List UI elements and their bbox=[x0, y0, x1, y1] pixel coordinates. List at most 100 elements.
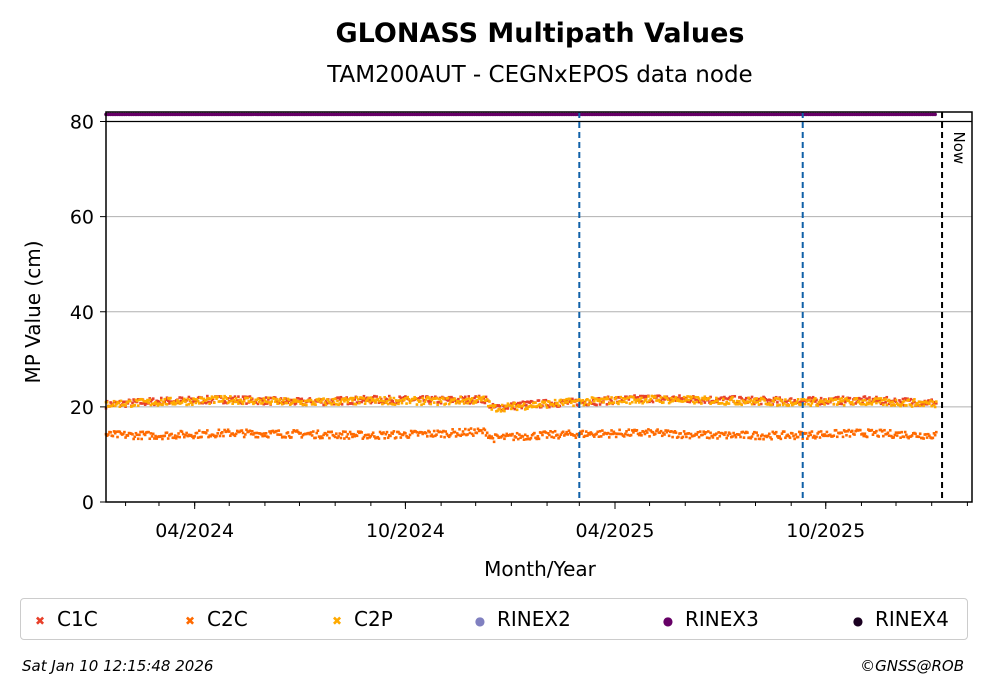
data-point bbox=[480, 399, 483, 402]
data-point bbox=[191, 435, 194, 438]
data-point bbox=[812, 434, 816, 438]
data-point bbox=[165, 403, 169, 406]
data-point bbox=[643, 394, 647, 398]
data-point bbox=[218, 434, 222, 438]
data-point bbox=[520, 406, 524, 410]
data-point bbox=[933, 405, 937, 409]
data-point bbox=[882, 403, 885, 407]
data-point bbox=[354, 403, 358, 406]
y-axis-label: MP Value (cm) bbox=[21, 240, 45, 383]
data-point bbox=[609, 432, 612, 436]
data-point bbox=[931, 436, 935, 440]
data-point bbox=[352, 432, 355, 436]
data-point bbox=[385, 430, 389, 434]
data-point bbox=[466, 401, 469, 405]
data-point bbox=[817, 430, 821, 434]
axis-ticks: 0 20 40 60 80 04/2024 10/2024 04/2025 10/2025 bbox=[70, 112, 968, 542]
data-point bbox=[847, 428, 851, 432]
data-point bbox=[187, 403, 191, 406]
data-point bbox=[605, 403, 609, 406]
data-point bbox=[339, 395, 343, 399]
data-point bbox=[545, 406, 549, 409]
data-point bbox=[525, 437, 528, 441]
data-point bbox=[708, 396, 711, 400]
data-point bbox=[275, 397, 278, 401]
data-point bbox=[925, 436, 929, 439]
data-point bbox=[463, 395, 467, 399]
data-point bbox=[373, 435, 376, 438]
legend: ✖ C1C ✖ C2C ✖ C2P ● RINEX2 ● RINEX3 ● RINEX4 bbox=[20, 598, 968, 640]
data-point bbox=[765, 398, 769, 402]
data-point bbox=[852, 403, 855, 406]
grid-lines bbox=[106, 120, 972, 408]
data-point bbox=[703, 395, 707, 398]
data-point bbox=[458, 427, 461, 431]
data-point bbox=[224, 396, 228, 399]
data-point bbox=[674, 431, 678, 434]
data-point bbox=[115, 403, 118, 406]
data-point bbox=[552, 404, 556, 408]
data-point bbox=[894, 431, 898, 434]
data-point bbox=[267, 398, 270, 401]
data-point bbox=[727, 402, 731, 405]
data-point bbox=[679, 397, 682, 400]
data-point bbox=[622, 400, 626, 403]
data-point bbox=[873, 431, 877, 435]
data-point bbox=[804, 431, 808, 435]
data-point bbox=[338, 402, 342, 405]
data-point bbox=[470, 432, 474, 436]
data-point bbox=[796, 398, 800, 401]
data-point bbox=[447, 435, 451, 439]
data-point bbox=[835, 435, 839, 439]
data-point bbox=[682, 395, 686, 399]
data-point bbox=[613, 397, 617, 401]
data-point bbox=[249, 432, 253, 436]
data-point bbox=[275, 429, 278, 433]
data-point bbox=[516, 404, 520, 407]
data-point bbox=[409, 429, 413, 433]
data-point bbox=[420, 403, 423, 407]
data-point bbox=[186, 397, 190, 401]
data-point bbox=[718, 397, 722, 401]
data-point bbox=[496, 434, 499, 438]
data-point bbox=[361, 437, 365, 440]
data-point bbox=[681, 400, 685, 403]
data-point bbox=[568, 431, 572, 435]
data-point bbox=[581, 399, 585, 402]
data-point bbox=[193, 398, 196, 401]
data-point bbox=[800, 430, 803, 434]
data-point bbox=[761, 433, 764, 437]
data-point bbox=[335, 403, 338, 406]
data-point bbox=[492, 405, 496, 408]
data-point bbox=[715, 396, 718, 400]
data-point bbox=[782, 402, 786, 405]
data-point bbox=[917, 435, 921, 439]
data-point bbox=[518, 433, 521, 436]
data-point bbox=[556, 401, 559, 405]
data-point bbox=[159, 434, 163, 438]
data-point bbox=[816, 404, 819, 407]
data-point bbox=[269, 431, 272, 435]
data-point bbox=[607, 436, 611, 439]
data-point bbox=[366, 398, 369, 401]
data-point bbox=[221, 400, 224, 403]
data-point bbox=[871, 400, 875, 404]
data-point bbox=[902, 435, 906, 439]
data-point bbox=[438, 430, 442, 434]
data-point bbox=[165, 431, 169, 435]
data-point bbox=[886, 431, 890, 435]
data-point bbox=[738, 399, 741, 403]
data-point bbox=[525, 403, 528, 407]
data-point bbox=[430, 433, 434, 437]
data-point bbox=[696, 398, 700, 402]
data-point bbox=[360, 400, 363, 404]
data-point bbox=[563, 398, 566, 402]
data-point bbox=[672, 395, 676, 399]
data-point bbox=[736, 402, 740, 406]
data-point bbox=[242, 435, 246, 439]
data-point bbox=[591, 396, 595, 400]
data-point bbox=[126, 434, 130, 437]
data-point bbox=[476, 400, 480, 403]
data-point bbox=[794, 433, 798, 436]
data-point bbox=[143, 433, 147, 437]
